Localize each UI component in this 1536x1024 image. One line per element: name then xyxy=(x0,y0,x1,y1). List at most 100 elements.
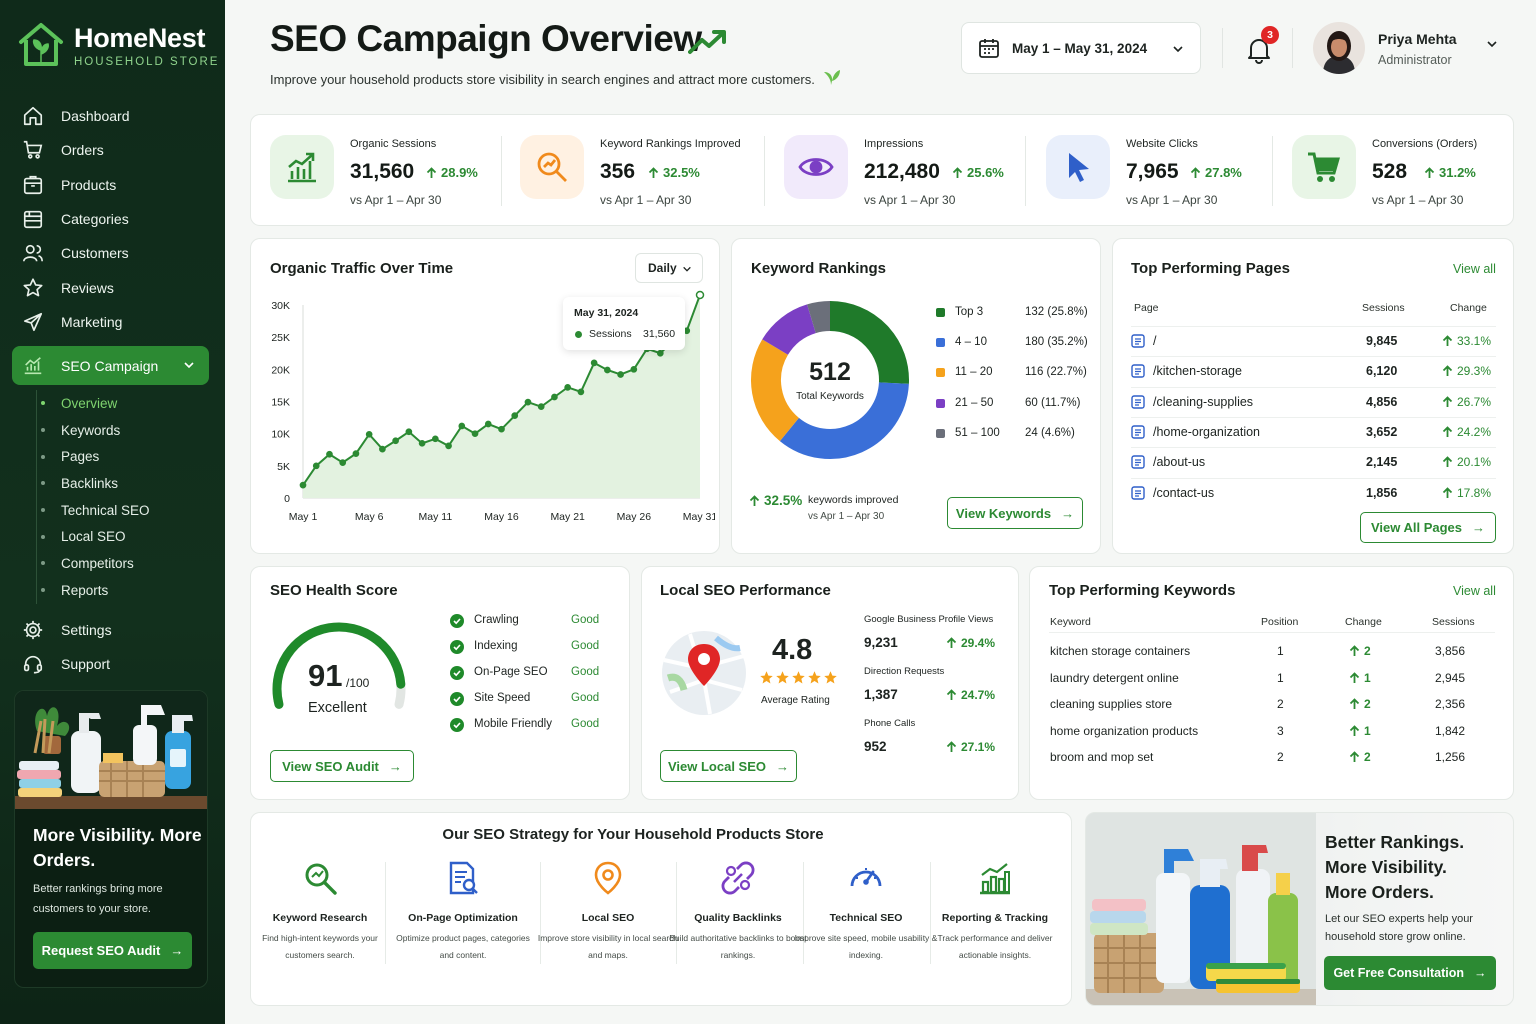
data-point[interactable] xyxy=(312,462,320,470)
organic-traffic-chart: 0 5K 10K 15K 20K 25K 30K May 1 May 6 May 11 May 16… xyxy=(271,290,715,523)
data-point[interactable] xyxy=(524,398,532,406)
data-point[interactable] xyxy=(299,481,307,489)
data-point[interactable] xyxy=(498,425,505,433)
donut-segment[interactable] xyxy=(751,339,800,442)
button-label: View All Pages xyxy=(1370,520,1463,535)
data-point[interactable] xyxy=(656,349,664,357)
data-point[interactable] xyxy=(418,439,426,447)
promo-text: Better rankings bring more customers to … xyxy=(33,883,163,915)
subnav-item-technical-seo[interactable]: Technical SEO xyxy=(37,497,216,524)
keyword-position: 1 xyxy=(1277,670,1284,685)
data-point[interactable] xyxy=(630,365,638,373)
avatar[interactable] xyxy=(1313,22,1365,74)
data-point[interactable] xyxy=(695,290,705,300)
subnav-item-overview[interactable]: Overview xyxy=(37,390,216,417)
strategy-item-title: Quality Backlinks xyxy=(694,912,782,924)
kpi-change: 25.6% xyxy=(952,165,1004,180)
view-all-pages-button[interactable]: View All Pages → xyxy=(1360,512,1496,543)
sidebar-item-dashboard[interactable]: Dashboard xyxy=(12,99,212,133)
subnav-item-reports[interactable]: Reports xyxy=(37,577,216,604)
x-tick-label: May 16 xyxy=(484,511,519,523)
data-point[interactable] xyxy=(617,371,624,378)
subnav-item-backlinks[interactable]: Backlinks xyxy=(37,470,216,497)
table-row[interactable] xyxy=(1131,391,1496,417)
get-free-consultation-button[interactable]: Get Free Consultation → xyxy=(1324,956,1496,990)
sidebar-item-categories[interactable]: Categories xyxy=(12,202,212,236)
donut-segment[interactable] xyxy=(829,301,909,384)
data-point[interactable] xyxy=(511,412,519,420)
arrow-up-icon xyxy=(1442,395,1453,407)
donut-segment[interactable] xyxy=(762,304,817,356)
page-icon xyxy=(1131,425,1145,439)
request-seo-audit-button[interactable]: Request SEO Audit → xyxy=(33,932,192,969)
data-point[interactable] xyxy=(604,366,611,374)
sidebar-item-customers[interactable]: Customers xyxy=(12,236,212,270)
data-point[interactable] xyxy=(326,450,333,458)
view-seo-audit-button[interactable]: View SEO Audit → xyxy=(270,750,414,782)
link-icon xyxy=(721,861,755,895)
view-local-seo-button[interactable]: View Local SEO → xyxy=(660,750,797,782)
sidebar-item-marketing[interactable]: Marketing xyxy=(12,305,212,339)
sidebar-item-settings[interactable]: Settings xyxy=(12,613,212,647)
date-range-picker[interactable]: May 1 – May 31, 2024 xyxy=(961,22,1201,74)
data-point[interactable] xyxy=(537,403,545,410)
table-row[interactable] xyxy=(1131,451,1496,477)
check-circle-icon xyxy=(450,666,464,680)
data-point[interactable] xyxy=(484,420,492,428)
data-point[interactable] xyxy=(379,445,386,453)
view-keywords-button[interactable]: View Keywords → xyxy=(947,497,1083,529)
table-row[interactable] xyxy=(1131,482,1496,508)
sidebar-item-seo-campaign[interactable]: SEO Campaign xyxy=(12,346,209,385)
sidebar-item-support[interactable]: Support xyxy=(12,647,212,681)
card-title: Top Performing Pages xyxy=(1131,260,1290,277)
rating-label: Average Rating xyxy=(761,695,830,706)
data-point[interactable] xyxy=(471,430,479,438)
legend-swatch xyxy=(936,368,945,378)
change-value: 20.1% xyxy=(1457,455,1492,470)
sidebar-item-label: Customers xyxy=(61,245,129,262)
data-point[interactable] xyxy=(392,437,399,445)
data-point[interactable] xyxy=(431,435,439,443)
arrow-up-icon xyxy=(749,494,760,506)
subnav-item-pages[interactable]: Pages xyxy=(37,443,216,470)
chevron-down-icon[interactable] xyxy=(1486,38,1498,50)
keyword-text: laundry detergent online xyxy=(1050,670,1179,685)
table-row[interactable] xyxy=(1131,330,1496,356)
donut-segment[interactable] xyxy=(779,381,909,459)
sidebar-item-reviews[interactable]: Reviews xyxy=(12,270,212,304)
data-point[interactable] xyxy=(365,430,373,438)
data-point[interactable] xyxy=(339,459,347,466)
metric-change: 27.1% xyxy=(946,740,995,754)
granularity-select[interactable]: Daily xyxy=(635,253,703,283)
data-point[interactable] xyxy=(405,428,413,436)
donut-segment[interactable] xyxy=(807,301,831,334)
keyword-change: 1 xyxy=(1349,724,1371,738)
document-search-icon xyxy=(449,861,478,895)
y-tick-label: 10K xyxy=(271,429,290,441)
table-row[interactable] xyxy=(1131,421,1496,447)
page-icon xyxy=(1131,485,1145,500)
legend-label: Top 3 xyxy=(955,306,984,318)
data-point[interactable] xyxy=(577,388,585,396)
subnav-item-competitors[interactable]: Competitors xyxy=(37,550,216,577)
button-label: View SEO Audit xyxy=(282,758,379,774)
data-point[interactable] xyxy=(590,359,598,367)
data-point[interactable] xyxy=(551,393,558,401)
card-title: Local SEO Performance xyxy=(660,582,831,599)
table-row[interactable] xyxy=(1131,360,1496,386)
tooltip-dot xyxy=(575,331,582,338)
page-change: 29.3% xyxy=(1442,364,1491,378)
data-point[interactable] xyxy=(445,442,452,450)
divider xyxy=(501,136,502,206)
data-point[interactable] xyxy=(352,450,360,457)
sidebar-item-products[interactable]: Products xyxy=(12,168,212,202)
subnav-item-keywords[interactable]: Keywords xyxy=(37,417,216,444)
data-point[interactable] xyxy=(564,383,572,391)
keyword-sessions: 2,945 xyxy=(1435,670,1466,685)
sidebar-item-orders[interactable]: Orders xyxy=(12,133,212,167)
view-all-keywords-link[interactable]: View all xyxy=(1453,584,1496,598)
brand-logo[interactable]: HomeNest HOUSEHOLD STORE xyxy=(16,20,219,70)
subnav-item-local-seo[interactable]: Local SEO xyxy=(37,523,216,550)
data-point[interactable] xyxy=(458,422,466,430)
view-all-pages-link[interactable]: View all xyxy=(1453,262,1496,276)
